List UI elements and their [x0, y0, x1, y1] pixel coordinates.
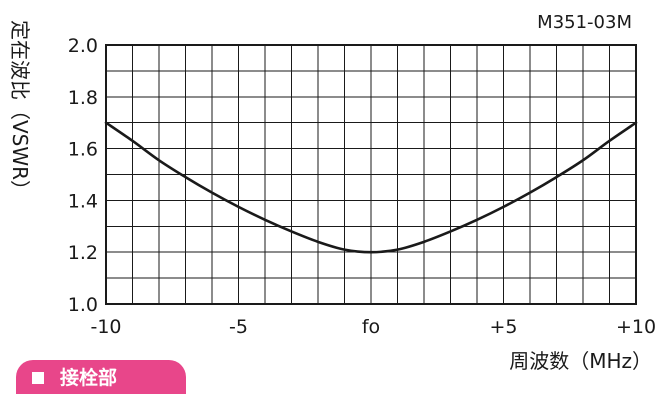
- y-tick-label: 1.8: [68, 87, 98, 109]
- chart-grid: [106, 45, 636, 304]
- y-tick-label: 1.2: [68, 242, 98, 264]
- square-bullet-icon: [32, 372, 44, 384]
- y-tick-label: 1.0: [68, 294, 98, 316]
- vswr-chart: M351-03M -10 -5 fo +5 +10 1.0 1.2 1.4 1.6 1.8 2.0…: [8, 12, 656, 373]
- y-tick-label: 2.0: [68, 35, 98, 57]
- x-tick-labels: -10 -5 fo +5 +10: [90, 316, 656, 338]
- model-label: M351-03M: [537, 12, 632, 33]
- x-tick-label: fo: [362, 316, 380, 338]
- y-tick-labels: 1.0 1.2 1.4 1.6 1.8 2.0: [68, 35, 98, 316]
- plot-frame: [105, 44, 637, 305]
- section-tab-label: 接栓部: [60, 367, 118, 389]
- y-tick-label: 1.4: [68, 190, 98, 212]
- x-tick-label: -10: [90, 316, 121, 338]
- section-tab: 接栓部: [16, 360, 186, 394]
- x-tick-label: +10: [616, 316, 656, 338]
- y-axis-label: 定在波比（VSWR）: [8, 20, 32, 200]
- x-axis-label: 周波数（MHz）: [509, 349, 652, 373]
- vswr-curve: [104, 121, 638, 254]
- x-tick-label: -5: [229, 316, 248, 338]
- x-tick-label: +5: [489, 316, 517, 338]
- y-tick-label: 1.6: [68, 139, 98, 161]
